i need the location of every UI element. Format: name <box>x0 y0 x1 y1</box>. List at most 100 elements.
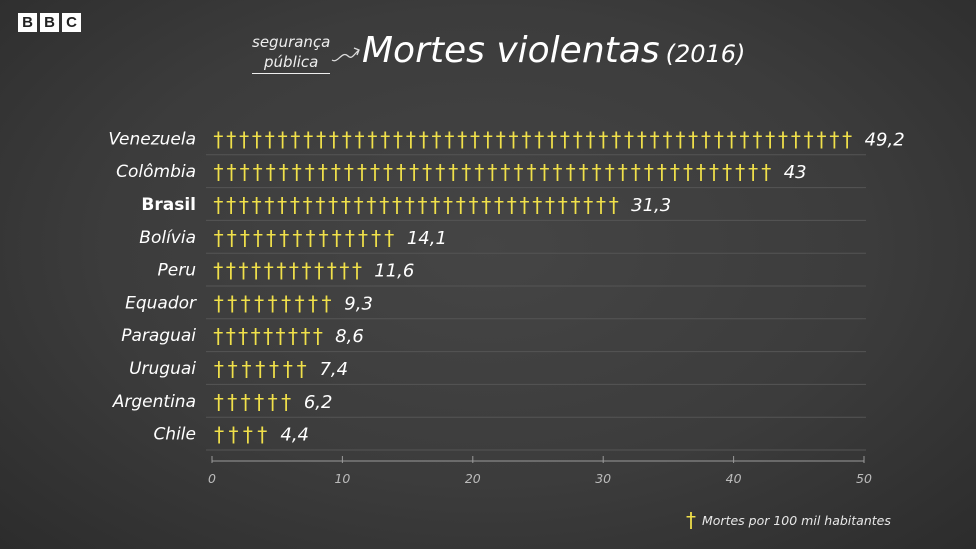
cross-icon: † <box>240 226 250 250</box>
cross-icon: † <box>432 127 442 151</box>
cross-icon: † <box>470 127 480 151</box>
cross-icon: † <box>289 259 299 283</box>
cross-icon: † <box>435 160 445 184</box>
cross-icon: † <box>507 193 517 217</box>
cross-icon: † <box>292 226 302 250</box>
cross-icon: † <box>631 160 641 184</box>
bbc-logo-letter: B <box>40 13 59 32</box>
cross-icon: † <box>406 127 416 151</box>
cross-icon: † <box>443 193 453 217</box>
cross-icon: † <box>239 259 249 283</box>
category-label: Peru <box>158 261 197 281</box>
cross-icon: † <box>778 127 788 151</box>
cross-icon: † <box>214 160 224 184</box>
cross-icon: † <box>269 357 279 381</box>
cross-icon: † <box>457 127 467 151</box>
cross-icon: † <box>609 193 619 217</box>
value-label: 31,3 <box>631 195 671 216</box>
cross-icon: † <box>644 160 654 184</box>
bar: † † † † † † † <box>214 357 307 381</box>
cross-icon: † <box>329 127 339 151</box>
cross-icon: † <box>328 193 338 217</box>
section-kicker: segurança pública <box>252 32 331 74</box>
cross-icon: † <box>481 193 491 217</box>
bar: † † † † † † † † † † † † † † <box>214 226 395 250</box>
cross-icon: † <box>804 127 814 151</box>
cross-icon: † <box>253 226 263 250</box>
cross-icon: † <box>303 127 313 151</box>
x-tick-label: 30 <box>595 471 611 486</box>
cross-icon: † <box>251 259 261 283</box>
cross-icon: † <box>384 226 394 250</box>
cross-icon: † <box>444 127 454 151</box>
cross-icon: † <box>355 127 365 151</box>
cross-icon: † <box>241 357 251 381</box>
cross-icon: † <box>605 160 615 184</box>
category-label: Argentina <box>112 392 196 412</box>
cross-icon: † <box>314 259 324 283</box>
cross-icon: † <box>383 160 393 184</box>
legend-cross-icon: † <box>686 508 696 532</box>
cross-icon: † <box>500 160 510 184</box>
value-label: 49,2 <box>865 129 905 150</box>
value-label: 14,1 <box>407 228 447 249</box>
cross-icon: † <box>319 226 329 250</box>
cross-icon: † <box>339 259 349 283</box>
cross-icon: † <box>714 127 724 151</box>
cross-icon: † <box>379 193 389 217</box>
cross-icon: † <box>675 127 685 151</box>
cross-icon: † <box>295 291 305 315</box>
cross-icon: † <box>214 390 224 414</box>
cross-icon: † <box>279 226 289 250</box>
cross-icon: † <box>227 291 237 315</box>
cross-icon: † <box>417 193 427 217</box>
value-label: 6,2 <box>304 392 333 413</box>
cross-icon: † <box>560 127 570 151</box>
cross-icon: † <box>583 193 593 217</box>
cross-icon: † <box>487 160 497 184</box>
category-label: Equador <box>125 293 197 313</box>
cross-icon: † <box>357 160 367 184</box>
cross-icon: † <box>342 127 352 151</box>
cross-icon: † <box>765 127 775 151</box>
cross-icon: † <box>370 160 380 184</box>
cross-icon: † <box>683 160 693 184</box>
cross-icon: † <box>829 127 839 151</box>
cross-icon: † <box>592 160 602 184</box>
cross-icon: † <box>214 291 224 315</box>
cross-icon: † <box>637 127 647 151</box>
cross-icon: † <box>519 193 529 217</box>
cross-icon: † <box>740 127 750 151</box>
cross-icon: † <box>251 324 261 348</box>
cross-icon: † <box>276 324 286 348</box>
cross-icon: † <box>254 291 264 315</box>
chart-legend: † Mortes por 100 mil habitantes <box>686 508 891 532</box>
category-label: Uruguai <box>129 359 196 379</box>
cross-icon: † <box>276 259 286 283</box>
cross-icon: † <box>283 357 293 381</box>
bbc-logo-letter: B <box>18 13 37 32</box>
cross-icon: † <box>409 160 419 184</box>
cross-icon: † <box>354 193 364 217</box>
legend-label: Mortes por 100 mil habitantes <box>702 513 891 528</box>
cross-icon: † <box>279 160 289 184</box>
bar: † † † † † † † † † † † † † † † † † † † † † † † † † † † † † † † † † † † † † † † †… <box>213 127 852 151</box>
cross-icon: † <box>226 259 236 283</box>
cross-icon: † <box>252 127 262 151</box>
cross-icon: † <box>526 160 536 184</box>
cross-icon: † <box>483 127 493 151</box>
cross-icon: † <box>268 291 278 315</box>
cross-icon: † <box>598 127 608 151</box>
cross-icon: † <box>474 160 484 184</box>
category-label: Bolívia <box>139 228 196 248</box>
kicker-line-2: pública <box>252 52 331 74</box>
cross-icon: † <box>316 127 326 151</box>
cross-icon: † <box>305 160 315 184</box>
cross-icon: † <box>709 160 719 184</box>
cross-icon: † <box>227 160 237 184</box>
cross-icon: † <box>532 193 542 217</box>
cross-icon: † <box>268 390 278 414</box>
cross-icon: † <box>430 193 440 217</box>
